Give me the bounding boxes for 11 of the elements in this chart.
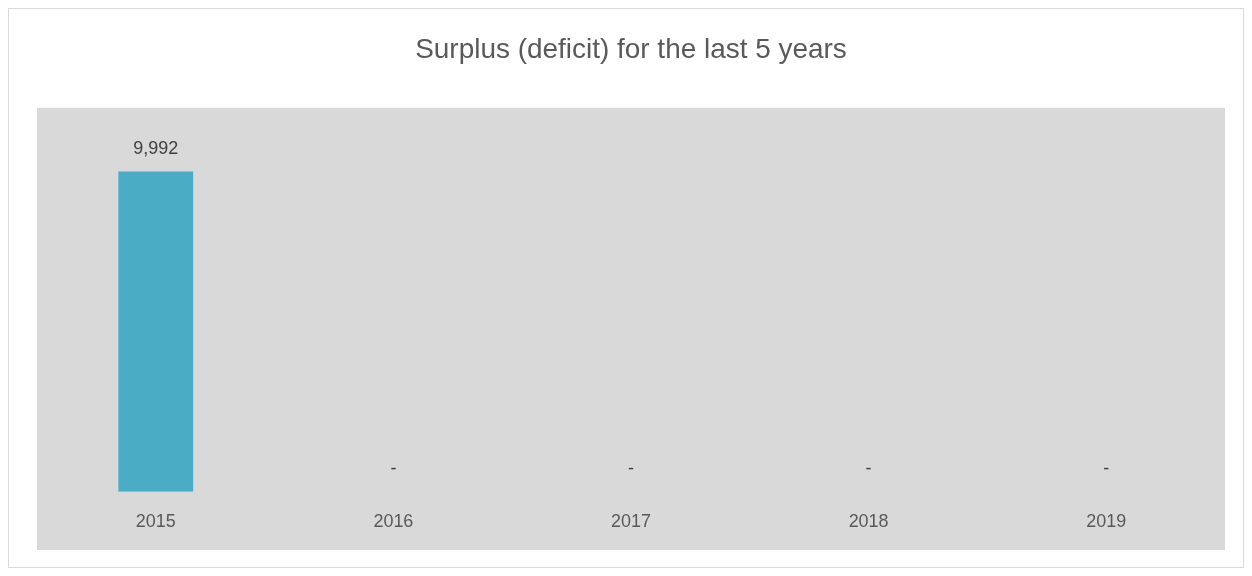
data-label: -	[628, 457, 634, 478]
x-tick-label: 2017	[611, 511, 651, 532]
x-tick-label: 2019	[1086, 511, 1127, 532]
chart-title: Surplus (deficit) for the last 5 years	[415, 33, 847, 65]
data-label: -	[865, 457, 872, 478]
x-tick-label: 2016	[373, 511, 414, 532]
x-tick-label: 2015	[135, 511, 176, 532]
data-label: 9,992	[133, 137, 179, 158]
data-label: -	[1103, 457, 1110, 478]
data-label: -	[390, 457, 397, 478]
x-tick-label: 2018	[848, 511, 889, 532]
